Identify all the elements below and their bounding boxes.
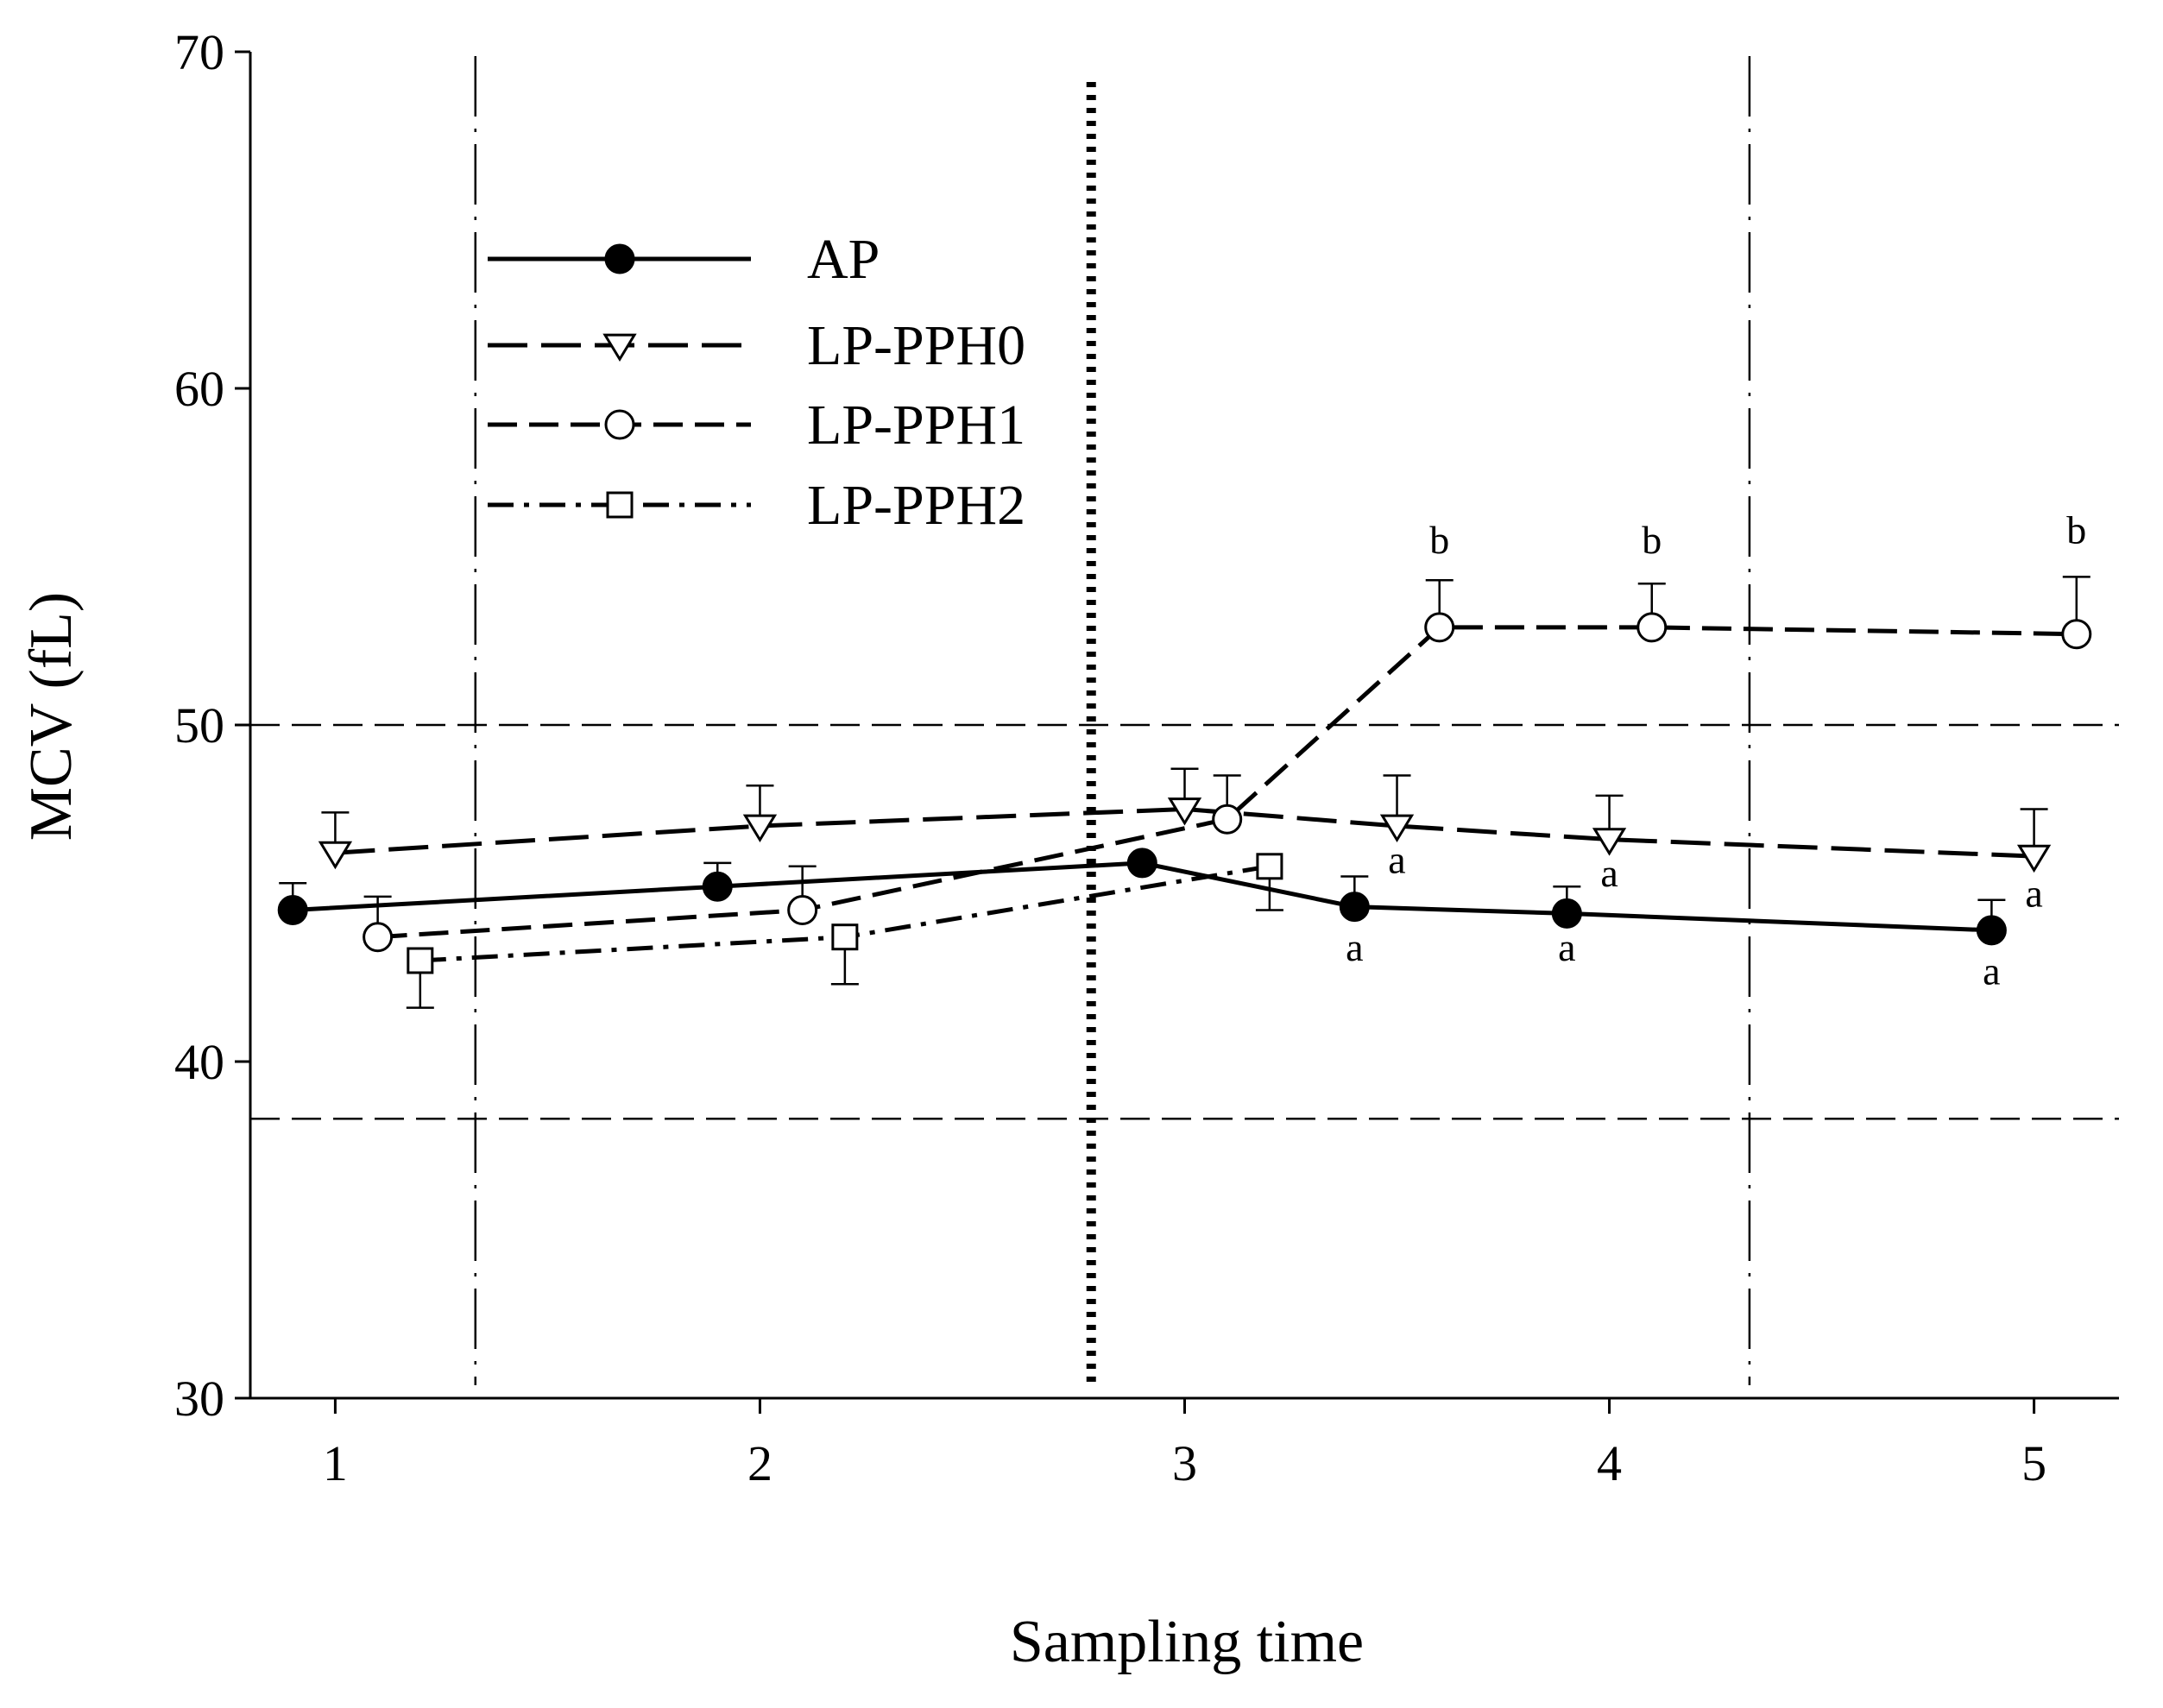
y-tick-label-3: 60 xyxy=(174,361,224,417)
data-point-lp-pph0-4 xyxy=(1592,828,1627,856)
data-point-lp-pph1-5 xyxy=(2061,619,2092,650)
data-point-ap-4 xyxy=(1551,898,1582,929)
legend-marker-ap xyxy=(604,243,635,274)
annotation-ap-1: a xyxy=(1558,925,1575,969)
data-point-lp-pph2-0 xyxy=(407,947,434,974)
legend-label-lp-pph0: LP-PPH0 xyxy=(807,314,1025,377)
legend-marker-lp-pph2 xyxy=(606,491,634,519)
data-point-lp-pph1-2 xyxy=(1212,804,1243,835)
series-line-lp-pph0 xyxy=(335,806,2034,859)
legend-entry-lp-pph1: LP-PPH1 xyxy=(488,394,1025,457)
annotation-ap-0: a xyxy=(1346,925,1363,969)
annotation-lp-pph1-0: b xyxy=(1429,518,1449,562)
series-ap: a aa xyxy=(277,848,2007,993)
legend-label-ap: AP xyxy=(807,228,880,291)
y-axis-title: MCV (fL) xyxy=(18,592,85,841)
x-tick-label-2: 3 xyxy=(1172,1435,1197,1491)
data-point-lp-pph0-2 xyxy=(1167,797,1202,826)
x-tick-label-0: 1 xyxy=(323,1435,348,1491)
x-tick-label-3: 4 xyxy=(1597,1435,1622,1491)
data-point-ap-1 xyxy=(702,871,733,902)
data-point-lp-pph1-3 xyxy=(1424,612,1455,643)
annotation-lp-pph1-1: b xyxy=(1642,518,1662,562)
axes: 30 40 50 60 70 1 2 3 4 5 xyxy=(174,24,2119,1491)
x-tick-label-1: 2 xyxy=(747,1435,772,1491)
x-tick-label-4: 5 xyxy=(2021,1435,2046,1491)
annotation-ap-2: a xyxy=(1983,949,2000,993)
data-point-lp-pph0-5 xyxy=(2016,844,2052,873)
data-point-ap-0 xyxy=(277,895,308,925)
legend-label-lp-pph2: LP-PPH2 xyxy=(807,474,1025,537)
legend-marker-lp-pph1 xyxy=(604,409,635,440)
legend-entry-lp-pph0: LP-PPH0 xyxy=(488,314,1025,377)
annotation-lp-pph0-2: a xyxy=(2025,872,2042,916)
y-tick-label-4: 70 xyxy=(174,24,224,80)
legend-label-lp-pph1: LP-PPH1 xyxy=(807,394,1025,457)
data-point-lp-pph1-4 xyxy=(1636,612,1668,643)
data-point-ap-2 xyxy=(1126,848,1157,879)
data-point-lp-pph0-1 xyxy=(742,814,778,843)
y-tick-label-0: 30 xyxy=(174,1371,224,1427)
data-point-ap-3 xyxy=(1339,892,1370,923)
data-point-ap-5 xyxy=(1976,915,2007,946)
legend: AP LP-PPH0 LP-PPH1 LP-PPH2 xyxy=(488,228,1025,537)
x-axis-title: Sampling time xyxy=(1010,1609,1364,1675)
data-point-lp-pph1-1 xyxy=(787,895,818,925)
y-tick-label-1: 40 xyxy=(174,1034,224,1090)
legend-entry-lp-pph2: LP-PPH2 xyxy=(488,474,1025,537)
data-point-lp-pph2-1 xyxy=(831,923,859,951)
data-point-lp-pph0-0 xyxy=(318,841,353,870)
data-point-lp-pph2-2 xyxy=(1256,853,1283,880)
annotation-lp-pph0-1: a xyxy=(1600,851,1618,895)
series-lp-pph2 xyxy=(406,853,1283,1009)
series-line-ap xyxy=(293,860,1992,933)
y-tick-label-2: 50 xyxy=(174,697,224,753)
legend-entry-ap: AP xyxy=(488,228,880,291)
data-point-lp-pph1-0 xyxy=(363,922,394,953)
series-line-lp-pph1 xyxy=(377,625,2077,940)
legend-marker-lp-pph0 xyxy=(602,333,637,362)
reference-lines xyxy=(250,56,2119,1390)
data-point-lp-pph0-3 xyxy=(1379,814,1415,843)
annotation-lp-pph0-0: a xyxy=(1388,838,1405,882)
annotation-lp-pph1-2: b xyxy=(2066,507,2086,551)
data-series: a aaa a ab b b xyxy=(277,507,2092,1009)
